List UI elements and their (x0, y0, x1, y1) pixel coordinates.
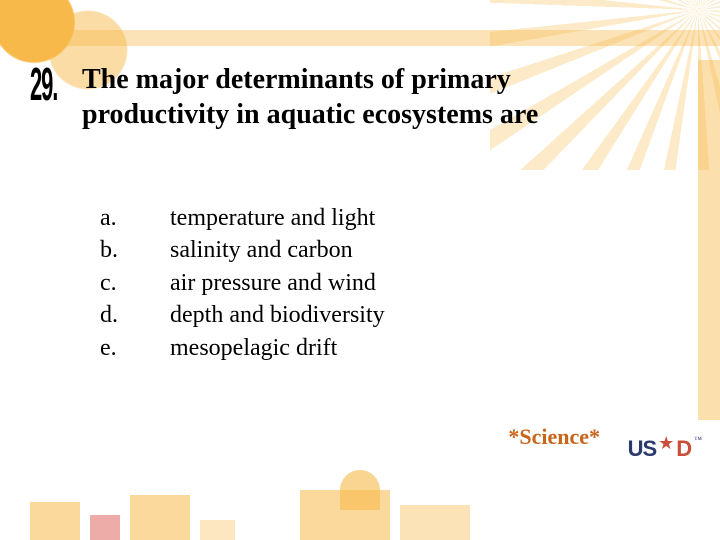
trademark-icon: ™ (694, 435, 702, 444)
option-letter: b. (100, 234, 170, 266)
question-text: The major determinants of primary produc… (82, 62, 642, 132)
option-letter: c. (100, 267, 170, 299)
question-number: 29. (30, 62, 52, 108)
option-letter: e. (100, 332, 170, 364)
option-text: air pressure and wind (170, 267, 376, 299)
options-list: a. temperature and light b. salinity and… (100, 202, 690, 364)
option-text: temperature and light (170, 202, 375, 234)
option-b: b. salinity and carbon (100, 234, 690, 266)
option-c: c. air pressure and wind (100, 267, 690, 299)
option-text: salinity and carbon (170, 234, 353, 266)
star-icon: ★ (658, 433, 674, 454)
option-e: e. mesopelagic drift (100, 332, 690, 364)
logo-text-us: US (628, 436, 657, 462)
option-a: a. temperature and light (100, 202, 690, 234)
option-text: depth and biodiversity (170, 299, 385, 331)
option-text: mesopelagic drift (170, 332, 337, 364)
option-d: d. depth and biodiversity (100, 299, 690, 331)
option-letter: a. (100, 202, 170, 234)
usad-logo: US ★ D ™ (628, 436, 702, 462)
slide-content: 29. The major determinants of primary pr… (0, 0, 720, 364)
option-letter: d. (100, 299, 170, 331)
bg-skyline (0, 480, 720, 540)
category-label: *Science* (508, 424, 600, 450)
question-block: 29. The major determinants of primary pr… (30, 62, 690, 132)
logo-text-d: D (676, 436, 692, 462)
